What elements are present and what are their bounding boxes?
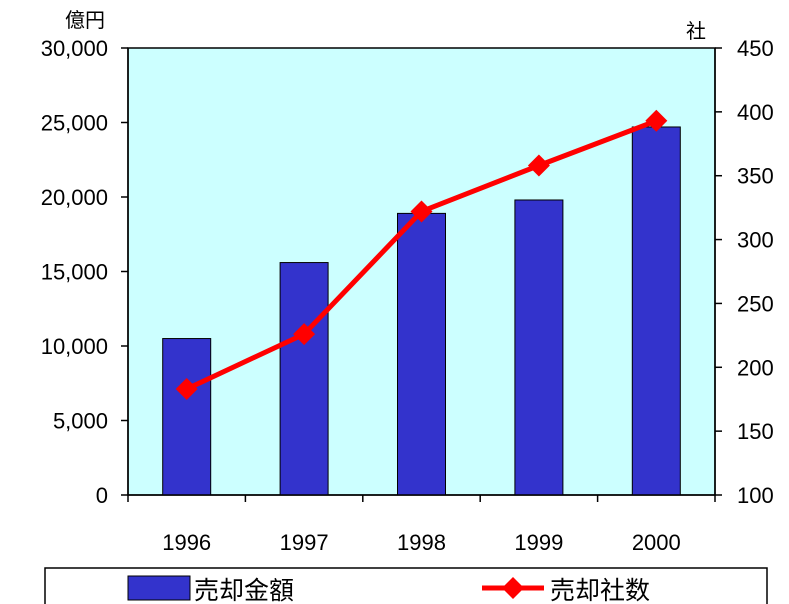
bar-1996 [162,338,212,496]
bar-1997 [279,262,329,496]
legend-bar-swatch [127,575,191,601]
left-tick-label: 25,000 [41,111,108,136]
x-tick-label: 1998 [397,530,446,555]
right-tick-label: 200 [737,355,774,380]
legend-label-line: 売却社数 [550,576,650,604]
line-point-2000 [645,109,668,132]
bar-1998 [397,212,446,496]
right-tick-label: 350 [737,164,774,189]
line-point-1999 [527,154,550,177]
right-tick-label: 150 [737,419,774,444]
right-tick-label: 300 [737,228,774,253]
line-point-1998 [410,200,433,223]
legend-line-marker [502,577,524,599]
right-tick-label: 250 [737,291,774,316]
axes [121,47,722,502]
right-tick-label: 450 [737,36,774,61]
left-tick-label: 10,000 [41,334,108,359]
right-tick-label: 100 [737,483,774,508]
bar-1999 [514,199,564,496]
x-tick-label: 1997 [280,530,329,555]
left-tick-label: 30,000 [41,36,108,61]
left-tick-label: 20,000 [41,185,108,210]
legend: 売却金額 売却社数 [44,567,768,604]
line-point-1997 [293,323,316,346]
right-axis-unit: 社 [686,19,706,43]
left-axis-unit: 億円 [65,8,105,32]
x-tick-label: 1996 [162,530,211,555]
tick-labels: 0 5,000 10,000 15,000 20,000 25,000 30,000 100 1… [41,36,774,555]
left-tick-label: 5,000 [53,409,108,434]
left-tick-label: 0 [96,483,108,508]
right-tick-label: 400 [737,100,774,125]
line-point-1996 [175,377,198,400]
x-tick-label: 1999 [514,530,563,555]
bar-series [162,126,681,496]
x-tick-label: 2000 [632,530,681,555]
left-tick-label: 15,000 [41,260,108,285]
line-series [175,109,668,400]
legend-label-bar: 売却金額 [194,576,294,604]
bar-2000 [631,126,681,496]
